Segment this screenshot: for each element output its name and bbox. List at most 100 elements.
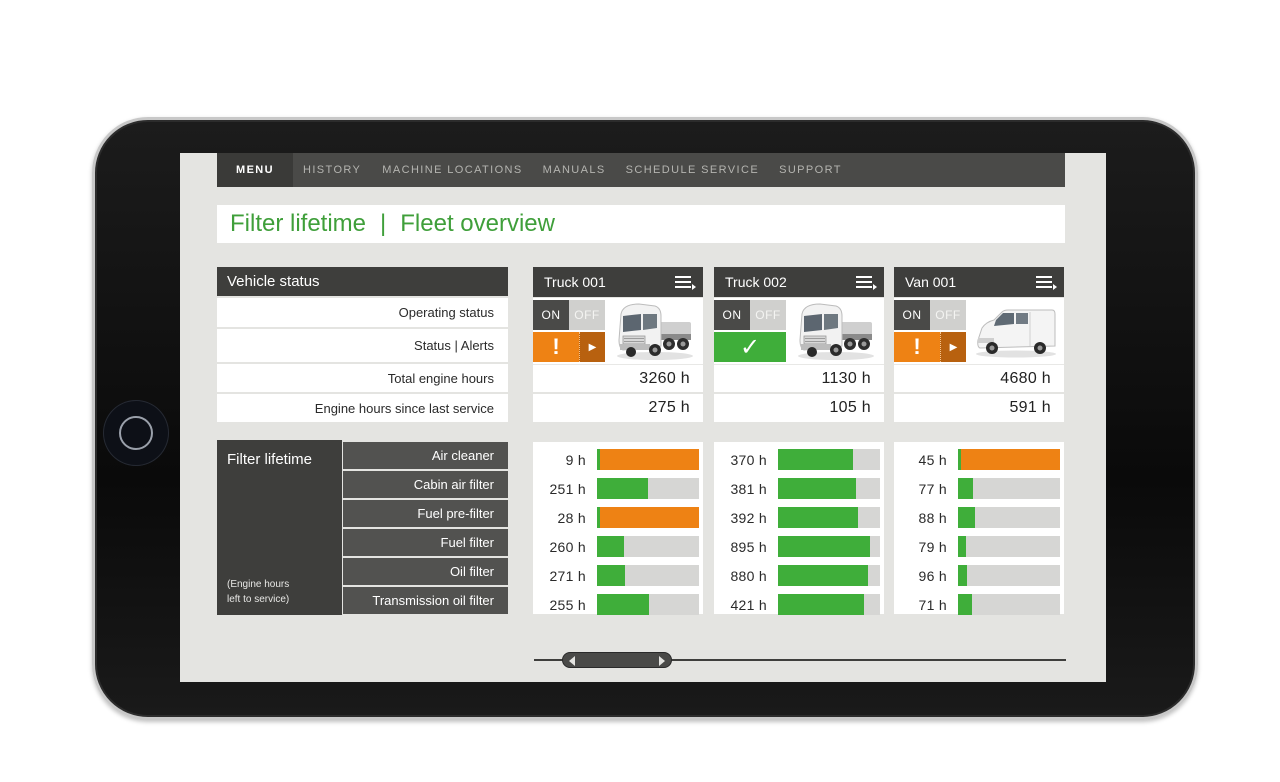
label-hours-since-service: Engine hours since last service xyxy=(217,394,508,422)
toggle-off[interactable]: OFF xyxy=(569,300,605,330)
filter-bar xyxy=(597,536,699,557)
label-text: Engine hours since last service xyxy=(314,400,494,416)
filter-bar-fill xyxy=(778,594,864,615)
filter-lifetime-panel: Filter lifetime (Engine hours left to se… xyxy=(217,440,342,615)
vehicle-menu-icon[interactable] xyxy=(675,275,696,290)
vehicle-column: Truck 001 ON OFF! ▶ 3260 h 275 h xyxy=(533,267,703,422)
nav-machine-locations[interactable]: MACHINE LOCATIONS xyxy=(382,164,523,176)
operating-toggle[interactable]: ON OFF xyxy=(533,300,605,330)
filter-hours: 79 h xyxy=(918,538,947,555)
alert-arrow-icon[interactable]: ▶ xyxy=(940,332,966,362)
filter-hours: 96 h xyxy=(918,567,947,584)
note-line-2: left to service) xyxy=(227,594,290,605)
title-separator: | xyxy=(380,210,387,237)
filter-row: 77 h xyxy=(894,474,1064,503)
filter-hours: 9 h xyxy=(565,451,586,468)
vehicle-column: Truck 002 ON OFF ✓ 1130 h 105 h xyxy=(714,267,884,422)
operating-toggle[interactable]: ON OFF xyxy=(714,300,786,330)
label-text: Status | Alerts xyxy=(414,338,494,353)
vehicle-menu-icon[interactable] xyxy=(856,275,877,290)
filter-row: 96 h xyxy=(894,561,1064,590)
filter-hours: 392 h xyxy=(730,509,767,526)
note-line-1: (Engine hours xyxy=(227,579,290,590)
truck-icon xyxy=(792,300,878,362)
filter-bar-fill xyxy=(778,478,856,499)
filter-row: 271 h xyxy=(533,561,703,590)
toggle-on[interactable]: ON xyxy=(533,300,569,330)
filter-row: 255 h xyxy=(533,590,703,619)
filter-label-text: Transmission oil filter xyxy=(372,593,494,608)
vehicle-name: Truck 001 xyxy=(544,274,606,290)
filter-row: 421 h xyxy=(714,590,884,619)
horizontal-scroll-track[interactable] xyxy=(534,659,1066,661)
filter-row: 370 h xyxy=(714,445,884,474)
hours-since-service: 275 h xyxy=(533,394,703,422)
filter-bar-fill xyxy=(597,478,648,499)
tablet-screen: MENU HISTORY MACHINE LOCATIONS MANUALS S… xyxy=(180,153,1106,682)
horizontal-scroll-thumb[interactable] xyxy=(562,652,672,668)
vehicle-header: Truck 002 xyxy=(714,267,884,297)
operating-toggle[interactable]: ON OFF xyxy=(894,300,966,330)
status-alert[interactable]: ! ▶ xyxy=(894,332,966,362)
filter-bar xyxy=(597,594,699,615)
filter-hours: 251 h xyxy=(549,480,586,497)
filter-label-row: Air cleaner xyxy=(343,442,508,469)
filter-hours: 260 h xyxy=(549,538,586,555)
filter-bar-fill xyxy=(597,449,699,470)
filter-row: 392 h xyxy=(714,503,884,532)
nav-manuals[interactable]: MANUALS xyxy=(542,164,606,176)
title-filter-lifetime: Filter lifetime xyxy=(230,210,367,237)
filter-bar xyxy=(958,478,1060,499)
filter-label-row: Fuel pre-filter xyxy=(343,500,508,527)
vehicle-menu-icon[interactable] xyxy=(1036,275,1057,290)
filter-column: 9 h 251 h 28 h 260 h 271 h 255 h xyxy=(533,442,703,615)
vehicle-status-block: ON OFF! ▶ xyxy=(533,298,703,364)
toggle-off[interactable]: OFF xyxy=(930,300,966,330)
filter-bar xyxy=(778,478,880,499)
nav-support[interactable]: SUPPORT xyxy=(779,164,842,176)
toggle-off[interactable]: OFF xyxy=(750,300,786,330)
filter-bar xyxy=(778,594,880,615)
filter-label-text: Cabin air filter xyxy=(413,477,494,492)
filter-bar-fill xyxy=(958,536,966,557)
filter-hours: 880 h xyxy=(730,567,767,584)
home-button-ring xyxy=(119,416,153,450)
filter-bar-fill xyxy=(778,536,870,557)
top-navigation: MENU HISTORY MACHINE LOCATIONS MANUALS S… xyxy=(217,153,1065,187)
filter-hours: 255 h xyxy=(549,596,586,613)
toggle-on[interactable]: ON xyxy=(894,300,930,330)
filter-bar xyxy=(958,507,1060,528)
filter-bar xyxy=(597,478,699,499)
nav-menu[interactable]: MENU xyxy=(217,153,293,187)
filter-label-text: Oil filter xyxy=(449,564,494,579)
filter-row: 9 h xyxy=(533,445,703,474)
filter-label-text: Fuel pre-filter xyxy=(417,506,494,521)
vehicle-status-title: Vehicle status xyxy=(227,273,320,290)
vehicle-status-block: ON OFF ✓ xyxy=(714,298,884,364)
filter-label-text: Air cleaner xyxy=(431,448,494,463)
alert-arrow-icon[interactable]: ▶ xyxy=(579,332,605,362)
filter-bar xyxy=(597,449,699,470)
nav-schedule-service[interactable]: SCHEDULE SERVICE xyxy=(625,164,760,176)
filter-column: 370 h 381 h 392 h 895 h 880 h 421 h xyxy=(714,442,884,615)
filter-label-row: Cabin air filter xyxy=(343,471,508,498)
filter-hours: 271 h xyxy=(549,567,586,584)
filter-bar-fill xyxy=(958,565,967,586)
filter-label-text: Fuel filter xyxy=(440,535,494,550)
page-title: Filter lifetime | Fleet overview xyxy=(217,205,1065,243)
total-engine-hours: 4680 h xyxy=(894,364,1064,392)
filter-label-row: Oil filter xyxy=(343,558,508,585)
filter-hours: 370 h xyxy=(730,451,767,468)
total-engine-hours: 1130 h xyxy=(714,364,884,392)
status-alert[interactable]: ! ▶ xyxy=(533,332,605,362)
home-button[interactable] xyxy=(103,400,169,466)
filter-bar xyxy=(958,565,1060,586)
hours-since-service: 591 h xyxy=(894,394,1064,422)
toggle-on[interactable]: ON xyxy=(714,300,750,330)
nav-history[interactable]: HISTORY xyxy=(303,164,362,176)
van-icon xyxy=(972,300,1058,362)
filter-bar-fill xyxy=(958,478,973,499)
filter-bar xyxy=(778,449,880,470)
filter-bar-fill xyxy=(958,449,1060,470)
vehicle-name: Van 001 xyxy=(905,274,957,290)
